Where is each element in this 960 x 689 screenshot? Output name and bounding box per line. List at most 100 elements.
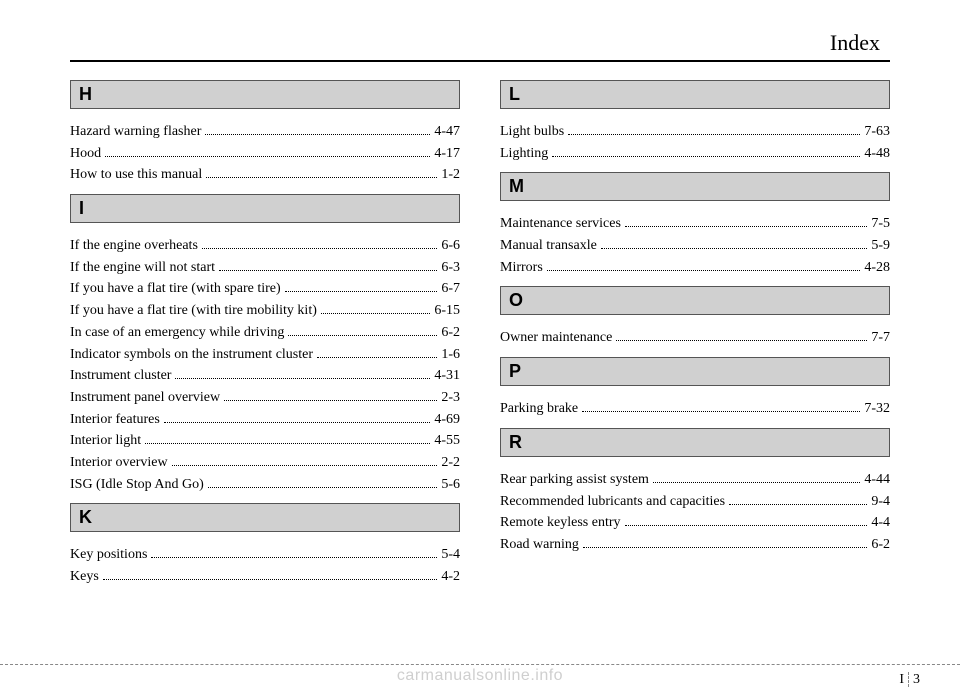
leader-dots	[205, 124, 430, 135]
section-letter: L	[500, 80, 890, 109]
footer-rule	[0, 664, 960, 665]
page-title: Index	[70, 30, 890, 56]
entry-page: 4-69	[434, 409, 460, 431]
index-columns: HHazard warning flasher4-47Hood4-17How t…	[70, 80, 890, 588]
entry-label: If the engine will not start	[70, 257, 215, 279]
section-letter: K	[70, 503, 460, 532]
entry-page: 4-17	[434, 143, 460, 165]
entry-label: If you have a flat tire (with spare tire…	[70, 278, 281, 300]
entry-page: 2-3	[441, 387, 460, 409]
entry-label: Remote keyless entry	[500, 512, 621, 534]
leader-dots	[321, 303, 430, 314]
section-letter: R	[500, 428, 890, 457]
right-column: LLight bulbs7-63Lighting4-48MMaintenance…	[500, 80, 890, 588]
entry-page: 7-32	[864, 398, 890, 420]
index-entry: Lighting 4-48	[500, 143, 890, 165]
index-entry: Interior features4-69	[70, 409, 460, 431]
entry-page: 6-2	[441, 322, 460, 344]
page-number: I3	[899, 672, 920, 688]
entry-label: Light bulbs	[500, 121, 564, 143]
index-entry: Interior light4-55	[70, 430, 460, 452]
section-letter: O	[500, 286, 890, 315]
entry-label: Keys	[70, 566, 99, 588]
leader-dots	[206, 167, 437, 178]
index-entry: Hood 4-17	[70, 143, 460, 165]
leader-dots	[208, 476, 438, 487]
index-entry: Recommended lubricants and capacities 9-4	[500, 491, 890, 513]
leader-dots	[653, 472, 860, 483]
index-entry: If the engine overheats 6-6	[70, 235, 460, 257]
watermark: carmanualsonline.info	[397, 667, 563, 685]
leader-dots	[288, 325, 437, 336]
leader-dots	[105, 146, 430, 157]
entry-page: 5-9	[871, 235, 890, 257]
entry-label: How to use this manual	[70, 164, 202, 186]
page-num-value: 3	[913, 672, 920, 687]
entry-label: Parking brake	[500, 398, 578, 420]
entry-page: 6-7	[441, 278, 460, 300]
index-entry: Road warning6-2	[500, 534, 890, 556]
entry-page: 4-28	[864, 257, 890, 279]
entry-label: Hood	[70, 143, 101, 165]
leader-dots	[582, 401, 860, 412]
entry-page: 5-6	[441, 474, 460, 496]
entry-label: If you have a flat tire (with tire mobil…	[70, 300, 317, 322]
entry-page: 9-4	[871, 491, 890, 513]
header-rule	[70, 60, 890, 62]
entry-page: 4-2	[441, 566, 460, 588]
entry-label: In case of an emergency while driving	[70, 322, 284, 344]
leader-dots	[219, 260, 437, 271]
entry-page: 2-2	[441, 452, 460, 474]
entry-label: Maintenance services	[500, 213, 621, 235]
leader-dots	[552, 146, 860, 157]
index-entry: In case of an emergency while driving 6-2	[70, 322, 460, 344]
leader-dots	[583, 537, 867, 548]
leader-dots	[317, 346, 437, 357]
entry-label: Mirrors	[500, 257, 543, 279]
page-prefix: I	[899, 672, 909, 687]
leader-dots	[164, 411, 431, 422]
leader-dots	[151, 547, 437, 558]
entry-label: Key positions	[70, 544, 147, 566]
entry-page: 6-2	[871, 534, 890, 556]
entry-label: Interior overview	[70, 452, 168, 474]
index-entry: Hazard warning flasher 4-47	[70, 121, 460, 143]
leader-dots	[568, 124, 860, 135]
entry-page: 6-3	[441, 257, 460, 279]
entry-label: If the engine overheats	[70, 235, 198, 257]
index-entry: Remote keyless entry 4-4	[500, 512, 890, 534]
index-entry: Key positions5-4	[70, 544, 460, 566]
index-entry: Instrument panel overview 2-3	[70, 387, 460, 409]
page: Index HHazard warning flasher4-47Hood4-1…	[0, 0, 960, 689]
section-letter: I	[70, 194, 460, 223]
entry-label: ISG (Idle Stop And Go)	[70, 474, 204, 496]
entry-label: Instrument panel overview	[70, 387, 220, 409]
index-entry: Keys 4-2	[70, 566, 460, 588]
index-entry: Manual transaxle5-9	[500, 235, 890, 257]
entry-label: Recommended lubricants and capacities	[500, 491, 725, 513]
entry-page: 4-47	[434, 121, 460, 143]
leader-dots	[547, 260, 861, 271]
leader-dots	[175, 368, 430, 379]
entry-page: 1-2	[441, 164, 460, 186]
index-entry: Rear parking assist system4-44	[500, 469, 890, 491]
entry-page: 6-15	[434, 300, 460, 322]
leader-dots	[172, 455, 438, 466]
leader-dots	[103, 569, 438, 580]
entry-label: Lighting	[500, 143, 548, 165]
entry-label: Indicator symbols on the instrument clus…	[70, 344, 313, 366]
entry-label: Rear parking assist system	[500, 469, 649, 491]
entry-label: Hazard warning flasher	[70, 121, 201, 143]
entry-page: 1-6	[441, 344, 460, 366]
leader-dots	[601, 238, 868, 249]
entry-page: 7-63	[864, 121, 890, 143]
entry-page: 6-6	[441, 235, 460, 257]
entry-label: Owner maintenance	[500, 327, 612, 349]
index-entry: Mirrors 4-28	[500, 257, 890, 279]
entry-page: 4-48	[864, 143, 890, 165]
index-entry: How to use this manual 1-2	[70, 164, 460, 186]
entry-page: 4-4	[871, 512, 890, 534]
entry-page: 4-31	[434, 365, 460, 387]
leader-dots	[625, 216, 867, 227]
index-entry: Interior overview 2-2	[70, 452, 460, 474]
